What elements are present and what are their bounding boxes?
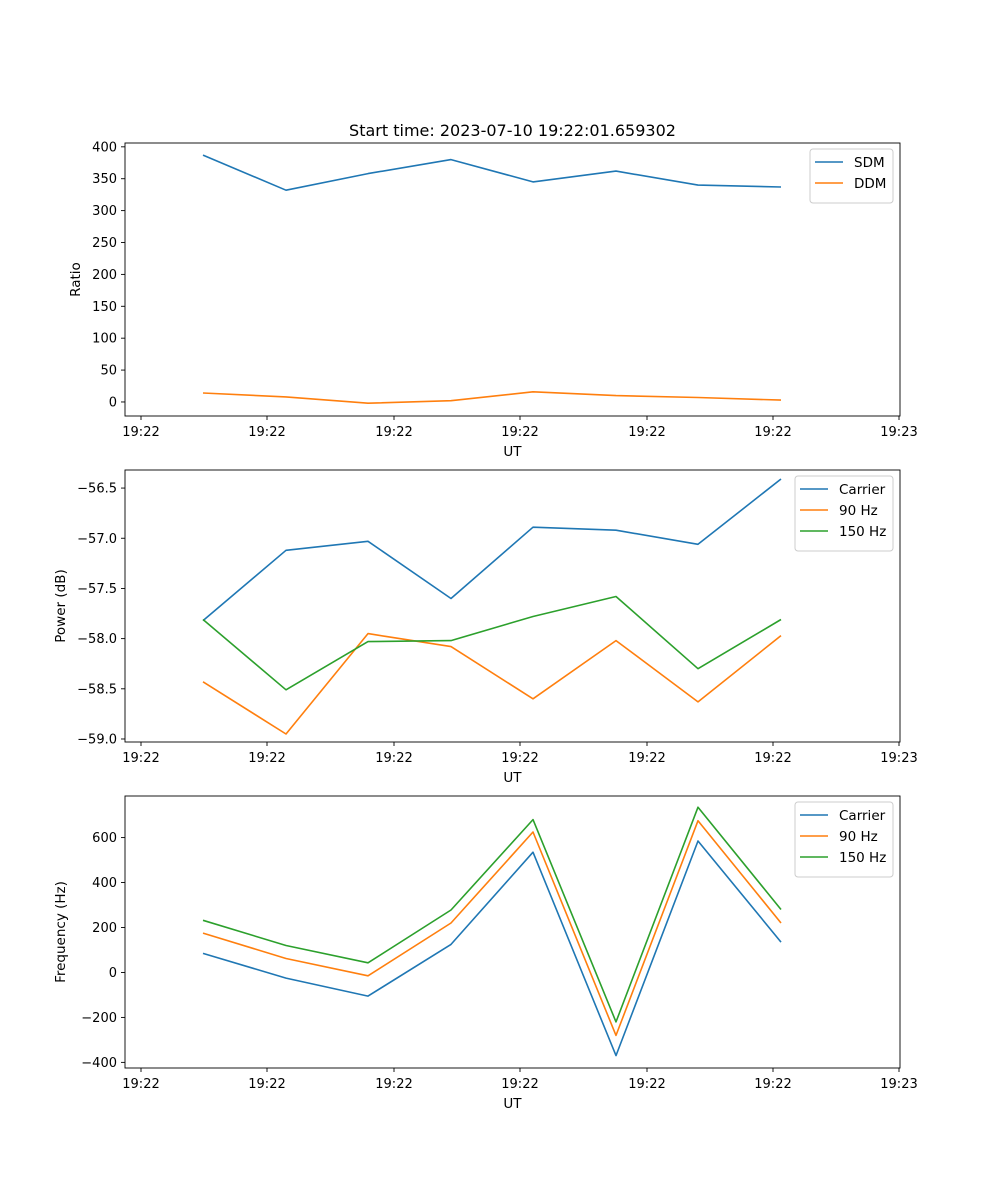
plot-frame (124, 469, 901, 743)
y-tick-label: −200 (81, 1011, 117, 1026)
x-tick-label: 19:22 (122, 1077, 159, 1092)
x-axis-label: UT (503, 444, 522, 460)
y-tick-label: −59.0 (77, 732, 117, 747)
y-tick-label: 200 (92, 268, 117, 283)
y-tick-label: −57.0 (77, 532, 117, 547)
y-tick-label: 250 (92, 236, 117, 251)
plot-frame (124, 795, 901, 1069)
y-tick-label: 0 (109, 966, 117, 981)
x-tick-label: 19:22 (375, 751, 412, 766)
y-tick-label: 600 (92, 831, 117, 846)
chart-panel-2: 19:22 19:22 19:22 19:22 19:22 19:22 19:23 −59.0… (53, 469, 918, 786)
y-tick-label: 300 (92, 204, 117, 219)
y-axis-label: Ratio (68, 262, 84, 297)
y-tick-label: −400 (81, 1056, 117, 1071)
plot-frame (124, 142, 901, 417)
y-tick-label: −57.5 (77, 582, 117, 597)
series-line-carrier (202, 478, 782, 622)
legend-label: SDM (854, 155, 885, 171)
x-tick-label: 19:22 (122, 751, 159, 766)
legend: Carrier 90 Hz 150 Hz (794, 801, 894, 878)
legend-label: 90 Hz (839, 829, 878, 845)
legend-box (794, 801, 894, 878)
y-tick-label: 350 (92, 172, 117, 187)
series-line-carrier (202, 840, 782, 1057)
y-tick-label: −58.0 (77, 632, 117, 647)
y-tick-label: 0 (109, 395, 117, 410)
chart-panel-1: Start time: 2023-07-10 19:22:01.659302 19… (68, 121, 918, 460)
legend-label: Carrier (839, 482, 886, 498)
legend-label: 150 Hz (839, 850, 886, 866)
x-tick-label: 19:22 (375, 425, 412, 440)
chart-panel-3: 19:22 19:22 19:22 19:22 19:22 19:22 19:23 −400 −… (53, 795, 918, 1112)
y-tick-label: 400 (92, 140, 117, 155)
x-tick-label: 19:22 (248, 1077, 285, 1092)
y-tick-label: 150 (92, 300, 117, 315)
series-line-150-hz (202, 806, 782, 1023)
y-tick-label: 400 (92, 876, 117, 891)
x-tick-label: 19:22 (754, 751, 791, 766)
y-tick-label: −56.5 (77, 482, 117, 497)
series-line-90-hz (202, 632, 782, 735)
legend-label: 90 Hz (839, 503, 878, 519)
x-tick-label: 19:22 (754, 1077, 791, 1092)
x-tick-label: 19:22 (375, 1077, 412, 1092)
chart-title: Start time: 2023-07-10 19:22:01.659302 (349, 121, 676, 140)
series-line-sdm (202, 154, 782, 191)
legend: Carrier 90 Hz 150 Hz (794, 475, 894, 552)
legend: SDM DDM (809, 148, 894, 204)
y-tick-label: 50 (100, 364, 117, 379)
legend-label: DDM (854, 176, 886, 192)
y-tick-label: 100 (92, 332, 117, 347)
x-axis-label: UT (503, 1096, 522, 1112)
x-tick-label: 19:22 (754, 425, 791, 440)
x-tick-label: 19:22 (628, 751, 665, 766)
x-tick-label: 19:22 (122, 425, 159, 440)
legend-label: 150 Hz (839, 524, 886, 540)
series-line-90-hz (202, 819, 782, 1037)
x-tick-label: 19:23 (880, 751, 917, 766)
y-tick-label: −58.5 (77, 682, 117, 697)
x-tick-label: 19:22 (628, 425, 665, 440)
x-tick-label: 19:23 (880, 1077, 917, 1092)
y-tick-label: 200 (92, 921, 117, 936)
x-tick-label: 19:23 (880, 425, 917, 440)
x-tick-label: 19:22 (628, 1077, 665, 1092)
x-axis-label: UT (503, 770, 522, 786)
legend-box (794, 475, 894, 552)
series-line-150-hz (202, 595, 782, 691)
y-axis-label: Power (dB) (53, 569, 69, 642)
legend-label: Carrier (839, 808, 886, 824)
x-tick-label: 19:22 (501, 425, 538, 440)
series-line-ddm (202, 390, 782, 405)
x-tick-label: 19:22 (501, 751, 538, 766)
x-tick-label: 19:22 (501, 1077, 538, 1092)
x-tick-label: 19:22 (248, 751, 285, 766)
y-axis-label: Frequency (Hz) (53, 881, 69, 983)
x-tick-label: 19:22 (248, 425, 285, 440)
